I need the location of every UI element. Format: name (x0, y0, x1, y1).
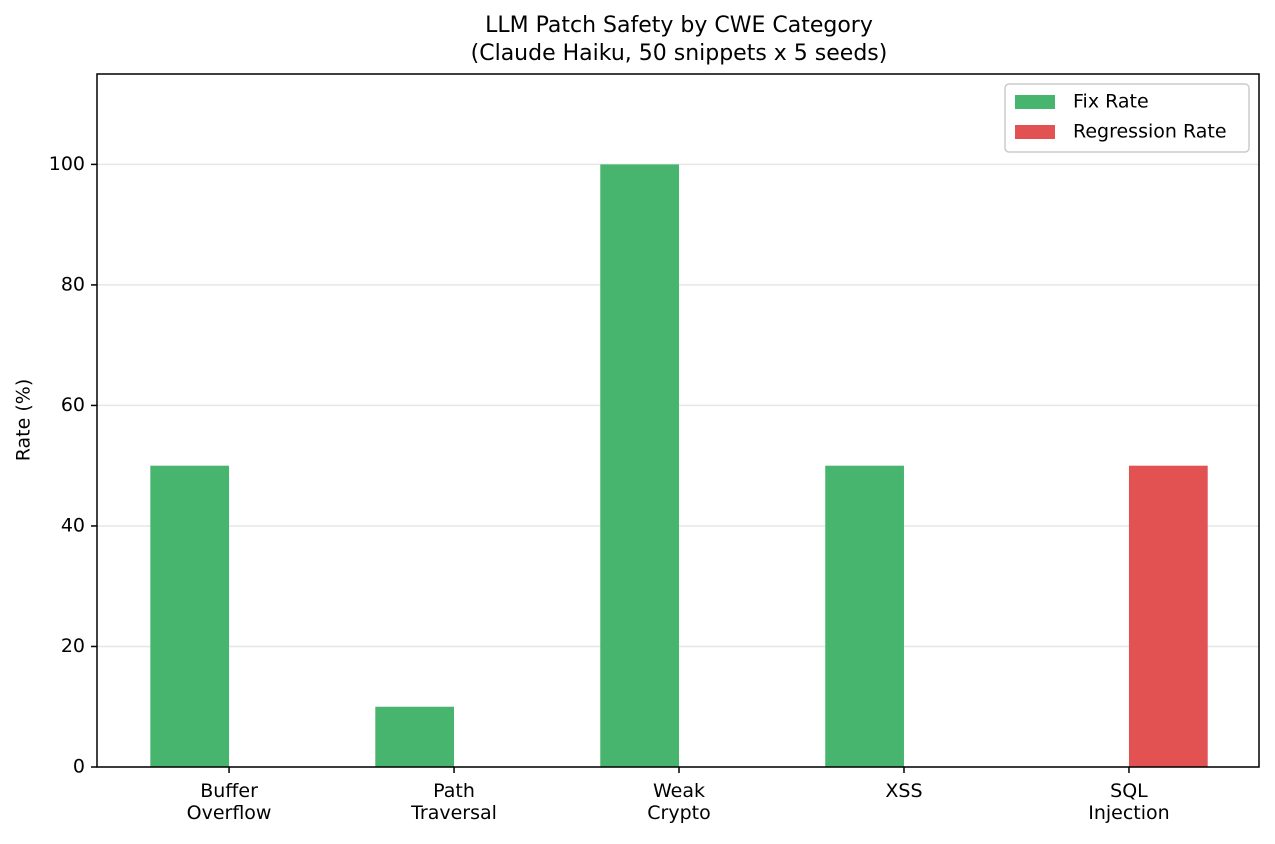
bar (150, 465, 230, 767)
chart-title: LLM Patch Safety by CWE Category (485, 13, 873, 38)
y-tick-label: 20 (61, 635, 85, 657)
chart-subtitle: (Claude Haiku, 50 snippets x 5 seeds) (471, 41, 888, 66)
y-axis-label: Rate (%) (13, 379, 35, 462)
y-tick-label: 0 (73, 756, 85, 778)
legend-label: Regression Rate (1073, 121, 1227, 143)
x-tick-label: SQL Injection (1088, 780, 1169, 824)
y-tick-label: 100 (49, 153, 85, 175)
bar (1128, 465, 1208, 767)
bar (825, 465, 904, 767)
legend-box (1004, 83, 1250, 153)
y-tick-label: 80 (61, 273, 85, 295)
bar (375, 706, 455, 767)
x-tick-label: XSS (885, 780, 922, 802)
plot-frame (96, 73, 1260, 768)
y-tick-label: 60 (61, 394, 85, 416)
x-tick-label: Weak Crypto (647, 780, 710, 824)
legend-swatch (1015, 125, 1055, 139)
legend-label: Fix Rate (1073, 91, 1149, 113)
legend-swatch (1015, 95, 1055, 109)
x-tick-label: Path Traversal (410, 780, 497, 824)
x-tick-label: Buffer Overflow (187, 780, 272, 824)
y-tick-label: 40 (61, 514, 85, 536)
bar (600, 164, 680, 768)
